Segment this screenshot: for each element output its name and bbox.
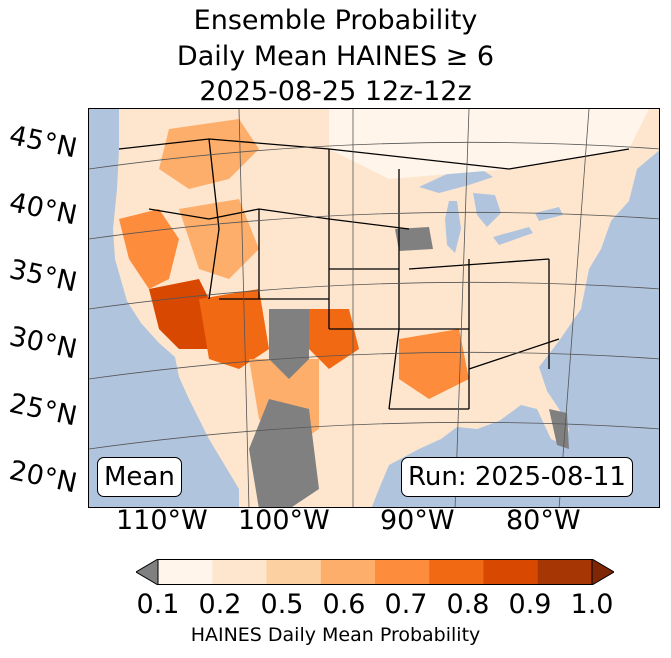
orange-area-southern-plains [399,329,469,399]
lat-label-25: 25°N [6,388,80,433]
lat-label-35: 35°N [6,254,80,299]
colorbar-tick-label: 0.8 [446,589,490,620]
colorbar-tick-label: 1.0 [570,589,614,620]
lake-superior [419,169,493,193]
colorbar-segment [375,559,430,585]
lon-label-80: 80°W [506,505,581,536]
lake-erie [493,227,533,245]
colorbar-segment [212,559,267,585]
mean-label-box: Mean [97,457,182,497]
colorbar-tick-label: 0.2 [198,589,242,620]
colorbar-segment [537,559,593,585]
colorbar-frame [157,559,593,585]
orange-area-arizona [199,289,269,369]
colorbar-tick-label: 0.9 [508,589,552,620]
colorbar-segment [158,559,213,585]
lat-label-30: 30°N [6,321,80,366]
orange-area-northwest [159,119,259,189]
lake-ontario [535,207,563,221]
colorbar-segment [429,559,484,585]
state-boundaries [118,138,630,410]
colorbar-tick-label: 0.7 [384,589,428,620]
colorbar-segment [483,559,539,585]
colorbar [136,559,614,585]
gray-area-midwest [395,227,433,251]
title-line-2: Daily Mean HAINES ≥ 6 [176,41,495,72]
colorbar-segment [266,559,322,585]
dark-orange-area-southwest [149,279,219,349]
lon-label-110: 110°W [116,505,208,536]
colorbar-under-arrow [136,559,159,585]
title-line-3: 2025-08-25 12z-12z [199,76,472,107]
orange-area-great-basin [179,199,259,279]
lat-label-40: 40°N [6,187,80,232]
run-label-box: Run: 2025-08-11 [401,457,633,497]
lat-label-45: 45°N [6,120,80,165]
colorbar-over-arrow [591,559,614,585]
lake-michigan [445,201,461,253]
orange-area-new-mexico [309,309,359,369]
map-svg [89,109,659,507]
colorbar-tick-label: 0.6 [322,589,366,620]
lon-label-90: 90°W [380,505,455,536]
lake-huron [473,193,501,227]
graticule [89,109,659,507]
colorbar-segments [158,559,593,585]
colorbar-segment [320,559,376,585]
title-line-1: Ensemble Probability [193,5,478,36]
colorbar-tick-label: 0.5 [260,589,304,620]
gray-area-mountains [269,309,309,379]
colorbar-tick-label: 0.1 [136,589,180,620]
lon-label-100: 100°W [238,505,330,536]
map-panel [88,108,660,508]
lat-label-20: 20°N [6,455,80,500]
gray-area-mexico [249,399,319,507]
land-mass [113,109,659,507]
orange-area-california [119,209,179,289]
light-area-north [329,109,649,179]
colorbar-label: HAINES Daily Mean Probability [190,624,481,646]
